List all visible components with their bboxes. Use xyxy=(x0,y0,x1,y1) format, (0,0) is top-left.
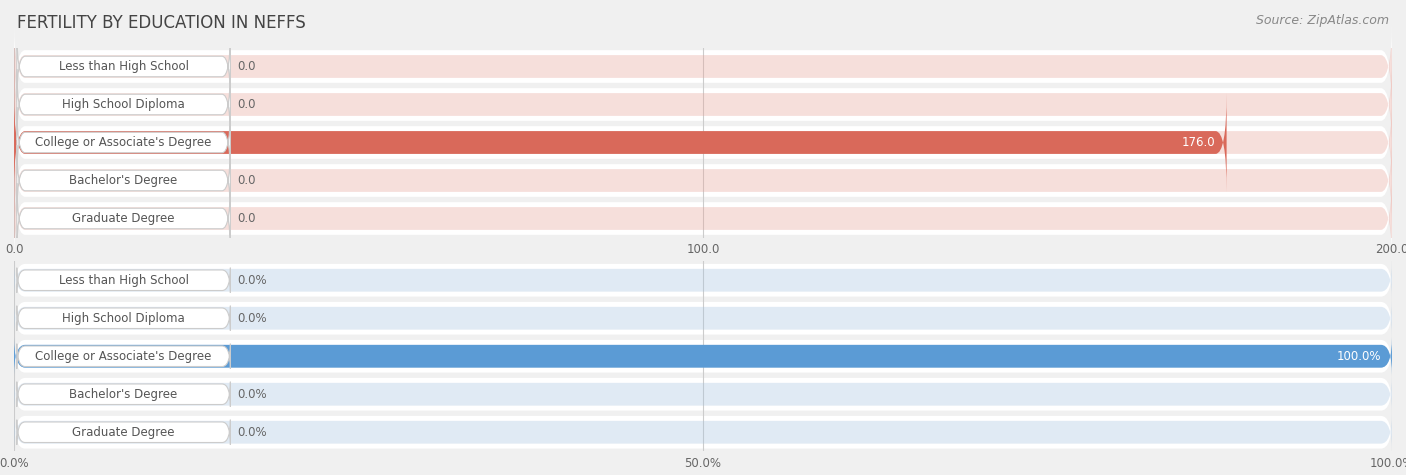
FancyBboxPatch shape xyxy=(17,183,231,254)
FancyBboxPatch shape xyxy=(14,93,1392,192)
FancyBboxPatch shape xyxy=(14,261,1392,299)
FancyBboxPatch shape xyxy=(14,413,1392,451)
Text: 0.0: 0.0 xyxy=(238,174,256,187)
FancyBboxPatch shape xyxy=(14,302,1392,334)
FancyBboxPatch shape xyxy=(14,416,1392,448)
Text: FERTILITY BY EDUCATION IN NEFFS: FERTILITY BY EDUCATION IN NEFFS xyxy=(17,14,305,32)
Text: Source: ZipAtlas.com: Source: ZipAtlas.com xyxy=(1256,14,1389,27)
FancyBboxPatch shape xyxy=(14,93,1226,192)
Text: College or Associate's Degree: College or Associate's Degree xyxy=(35,350,212,363)
Text: Bachelor's Degree: Bachelor's Degree xyxy=(69,388,177,401)
FancyBboxPatch shape xyxy=(14,22,1392,111)
Text: 0.0%: 0.0% xyxy=(238,388,267,401)
FancyBboxPatch shape xyxy=(17,344,231,369)
FancyBboxPatch shape xyxy=(14,337,1392,375)
Text: High School Diploma: High School Diploma xyxy=(62,98,186,111)
FancyBboxPatch shape xyxy=(14,299,1392,337)
FancyBboxPatch shape xyxy=(17,306,231,331)
FancyBboxPatch shape xyxy=(14,60,1392,149)
Text: Less than High School: Less than High School xyxy=(59,274,188,287)
FancyBboxPatch shape xyxy=(17,107,231,178)
FancyBboxPatch shape xyxy=(17,420,231,445)
FancyBboxPatch shape xyxy=(14,337,1392,375)
Text: High School Diploma: High School Diploma xyxy=(62,312,186,325)
Text: 100.0%: 100.0% xyxy=(1337,350,1381,363)
FancyBboxPatch shape xyxy=(17,268,231,293)
Text: 176.0: 176.0 xyxy=(1182,136,1216,149)
FancyBboxPatch shape xyxy=(14,378,1392,410)
FancyBboxPatch shape xyxy=(14,131,1392,230)
Text: 0.0%: 0.0% xyxy=(238,312,267,325)
Text: Less than High School: Less than High School xyxy=(59,60,188,73)
FancyBboxPatch shape xyxy=(14,17,1392,116)
FancyBboxPatch shape xyxy=(14,55,1392,154)
FancyBboxPatch shape xyxy=(17,145,231,216)
FancyBboxPatch shape xyxy=(14,340,1392,372)
FancyBboxPatch shape xyxy=(17,69,231,140)
Text: Graduate Degree: Graduate Degree xyxy=(72,212,174,225)
Text: 0.0: 0.0 xyxy=(238,212,256,225)
Text: 0.0: 0.0 xyxy=(238,60,256,73)
FancyBboxPatch shape xyxy=(17,31,231,102)
FancyBboxPatch shape xyxy=(14,174,1392,263)
Text: 0.0%: 0.0% xyxy=(238,426,267,439)
FancyBboxPatch shape xyxy=(14,169,1392,268)
Text: Bachelor's Degree: Bachelor's Degree xyxy=(69,174,177,187)
Text: College or Associate's Degree: College or Associate's Degree xyxy=(35,136,212,149)
FancyBboxPatch shape xyxy=(14,264,1392,296)
Text: Graduate Degree: Graduate Degree xyxy=(72,426,174,439)
FancyBboxPatch shape xyxy=(14,375,1392,413)
FancyBboxPatch shape xyxy=(14,136,1392,225)
Text: 0.0%: 0.0% xyxy=(238,274,267,287)
FancyBboxPatch shape xyxy=(14,98,1392,187)
FancyBboxPatch shape xyxy=(17,382,231,407)
Text: 0.0: 0.0 xyxy=(238,98,256,111)
